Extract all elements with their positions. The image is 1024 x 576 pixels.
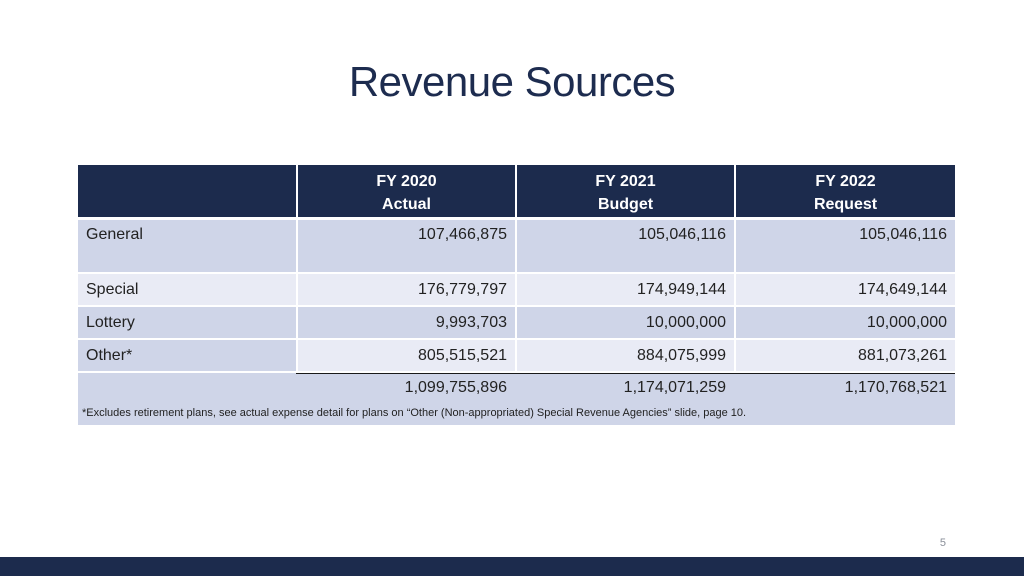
header-kind: Budget <box>597 196 654 213</box>
row-label: Special <box>78 274 296 305</box>
value-fy2021: 10,000,000 <box>515 307 734 338</box>
header-year: FY 2021 <box>595 173 656 190</box>
row-label: Lottery <box>78 307 296 338</box>
table-row: General 107,466,875 105,046,116 105,046,… <box>78 220 955 272</box>
header-year: FY 2020 <box>376 173 437 190</box>
table-row: Other* 805,515,521 884,075,999 881,073,2… <box>78 338 955 371</box>
header-cell-fy2022: FY 2022 Request <box>734 165 955 217</box>
header-kind: Request <box>813 196 878 213</box>
header-kind: Actual <box>382 196 431 213</box>
footnote: *Excludes retirement plans, see actual e… <box>78 403 955 425</box>
value-fy2020: 107,466,875 <box>296 220 515 272</box>
total-label-empty <box>78 373 296 403</box>
total-rule <box>296 373 955 374</box>
value-fy2022: 10,000,000 <box>734 307 955 338</box>
table-row: Lottery 9,993,703 10,000,000 10,000,000 <box>78 305 955 338</box>
value-fy2022: 881,073,261 <box>734 340 955 371</box>
table-row: Special 176,779,797 174,949,144 174,649,… <box>78 272 955 305</box>
page-title: Revenue Sources <box>348 58 676 105</box>
total-fy2021: 1,174,071,259 <box>515 373 734 403</box>
row-label: General <box>78 220 296 272</box>
value-fy2020: 176,779,797 <box>296 274 515 305</box>
value-fy2020: 805,515,521 <box>296 340 515 371</box>
header-cell-fy2021: FY 2021 Budget <box>515 165 734 217</box>
value-fy2022: 174,649,144 <box>734 274 955 305</box>
value-fy2021: 174,949,144 <box>515 274 734 305</box>
revenue-table: FY 2020 Actual FY 2021 Budget FY 2022 Re… <box>78 165 955 425</box>
value-fy2021: 105,046,116 <box>515 220 734 272</box>
page-number: 5 <box>939 537 946 549</box>
total-fy2020: 1,099,755,896 <box>296 373 515 403</box>
value-fy2022: 105,046,116 <box>734 220 955 272</box>
row-label: Other* <box>78 340 296 371</box>
table-total-row: 1,099,755,896 1,174,071,259 1,170,768,52… <box>78 371 955 403</box>
total-fy2022: 1,170,768,521 <box>734 373 955 403</box>
header-year: FY 2022 <box>815 173 876 190</box>
value-fy2021: 884,075,999 <box>515 340 734 371</box>
table-header-row: FY 2020 Actual FY 2021 Budget FY 2022 Re… <box>78 165 955 220</box>
header-cell-fy2020: FY 2020 Actual <box>296 165 515 217</box>
value-fy2020: 9,993,703 <box>296 307 515 338</box>
footer-bar <box>0 557 1024 576</box>
header-cell-empty <box>78 165 296 217</box>
